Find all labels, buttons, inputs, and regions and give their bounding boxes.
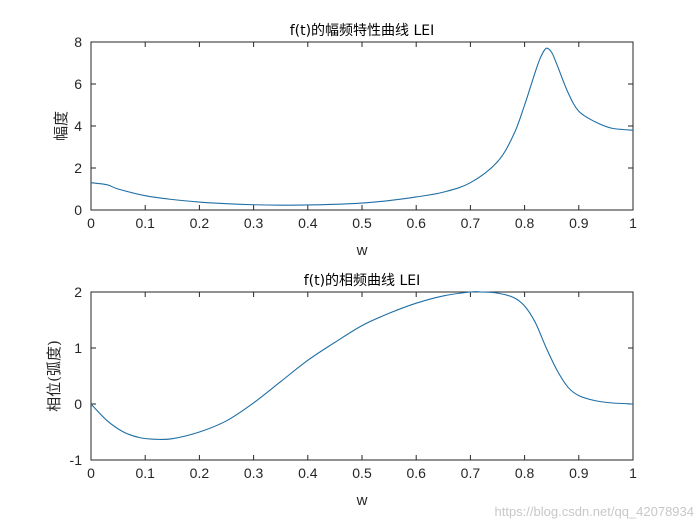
magnitude-x-tick-label: 0.3 xyxy=(244,215,264,231)
phase-x-tick-label: 0.8 xyxy=(515,465,535,481)
phase-y-tick-label: 1 xyxy=(74,340,82,356)
phase-x-tick-label: 0.7 xyxy=(461,465,481,481)
magnitude-x-tick-label: 0.8 xyxy=(515,215,535,231)
phase-x-tick-label: 0.6 xyxy=(406,465,426,481)
phase-y-tick-label: 0 xyxy=(74,396,82,412)
phase-x-tick-label: 1 xyxy=(629,465,637,481)
magnitude-x-tick-label: 0.7 xyxy=(461,215,481,231)
phase-x-tick-label: 0.3 xyxy=(244,465,264,481)
magnitude-x-tick-label: 0.6 xyxy=(406,215,426,231)
magnitude-subplot: f(t)的幅频特性曲线 LEI w 幅度 0 0.1 0.2 0.3 0.4 0.5 0.6… xyxy=(52,23,637,259)
magnitude-x-tick-label: 0.5 xyxy=(352,215,372,231)
magnitude-y-tick-label: 0 xyxy=(74,202,82,218)
phase-lines xyxy=(90,291,634,441)
phase-x-axis-label: w xyxy=(356,492,368,509)
magnitude-x-tick-label: 0 xyxy=(87,215,95,231)
watermark-text: https://blog.csdn.net/qq_42078934 xyxy=(495,504,695,519)
magnitude-y-tick-label: 4 xyxy=(74,118,82,134)
phase-x-tick-label: 0.4 xyxy=(298,465,318,481)
magnitude-ticks: 0 0.1 0.2 0.3 0.4 0.5 0.6 0.7 0.8 0.9 1 0 2 4 6 8 xyxy=(74,34,637,231)
magnitude-x-axis-label: w xyxy=(356,242,368,259)
magnitude-lines xyxy=(90,47,634,206)
phase-x-tick-label: 0.1 xyxy=(135,465,155,481)
phase-x-tick-label: 0 xyxy=(87,465,95,481)
magnitude-x-tick-label: 0.4 xyxy=(298,215,318,231)
magnitude-x-tick-label: 0.9 xyxy=(569,215,589,231)
magnitude-chart-title: f(t)的幅频特性曲线 LEI xyxy=(290,23,435,39)
phase-chart-title: f(t)的相频曲线 LEI xyxy=(304,273,421,289)
magnitude-y-tick-label: 6 xyxy=(74,76,82,92)
phase-axes-box xyxy=(90,291,634,461)
phase-x-tick-label: 0.2 xyxy=(190,465,210,481)
phase-series-line xyxy=(90,291,634,441)
magnitude-series-line xyxy=(90,47,634,206)
magnitude-x-tick-label: 1 xyxy=(629,215,637,231)
magnitude-x-tick-label: 0.2 xyxy=(190,215,210,231)
magnitude-axes-box xyxy=(90,41,634,211)
phase-x-tick-label: 0.5 xyxy=(352,465,372,481)
magnitude-y-axis-label: 幅度 xyxy=(52,111,70,141)
magnitude-x-tick-label: 0.1 xyxy=(135,215,155,231)
magnitude-y-tick-label: 8 xyxy=(74,34,82,50)
magnitude-y-tick-label: 2 xyxy=(74,160,82,176)
phase-x-tick-label: 0.9 xyxy=(569,465,589,481)
phase-y-axis-label: 相位(弧度) xyxy=(45,340,63,412)
phase-subplot: f(t)的相频曲线 LEI w 相位(弧度) 0 0.1 0.2 0.3 0.4 0.5 0… xyxy=(45,273,637,509)
phase-y-tick-label: -1 xyxy=(70,452,83,468)
phase-y-tick-label: 2 xyxy=(74,284,82,300)
